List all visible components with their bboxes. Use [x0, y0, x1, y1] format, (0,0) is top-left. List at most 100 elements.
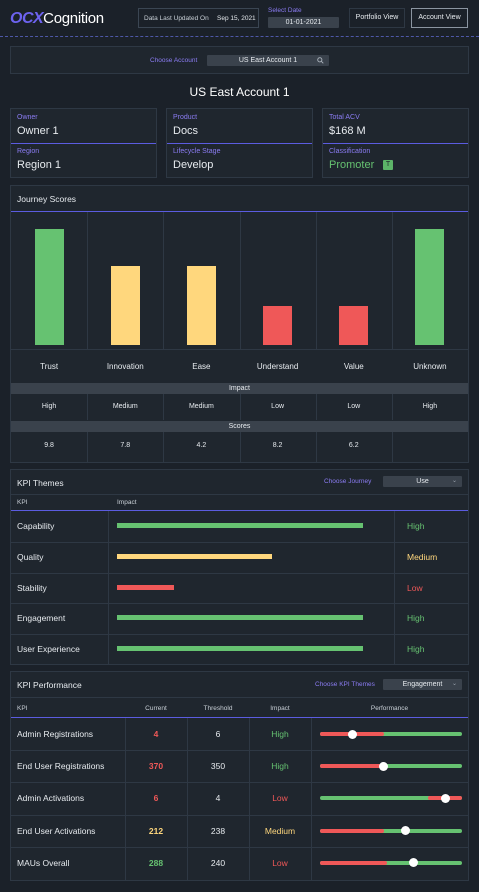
perf-kpi-name: MAUs Overall [17, 857, 70, 868]
kpi-theme-name: Quality [17, 551, 44, 562]
performance-slider-knob[interactable] [348, 729, 358, 739]
impact-cell: Medium [188, 403, 214, 410]
chevron-down-icon: ⌄ [451, 681, 457, 687]
acv-label: Total ACV [329, 114, 360, 121]
journey-select[interactable]: Use ⌄ [383, 476, 462, 487]
kpi-theme-impact: High [407, 644, 425, 655]
acv-divider [323, 143, 468, 144]
journey-chart: Trust Innovation Ease Understand Value Unknow… [11, 212, 468, 463]
kpi-performance-row[interactable]: End User Registrations 370 350 High [11, 750, 468, 782]
kpi-themes-title-divider [11, 494, 468, 495]
logo-cognition: Cognition [43, 10, 104, 27]
app-logo[interactable]: OCXCognition [10, 10, 120, 30]
performance-slider-knob[interactable] [379, 761, 389, 771]
journey-axis-line [11, 349, 468, 350]
account-title: US East Account 1 [189, 85, 290, 99]
lifecycle-label: Lifecycle Stage [173, 148, 221, 155]
account-view-label: Account View [418, 14, 461, 21]
kpi-themes-header-divider [11, 510, 468, 511]
perf-threshold: 6 [215, 729, 221, 739]
kpi-theme-bar [117, 553, 272, 559]
owner-label: Owner [17, 114, 38, 121]
score-cell: 4.2 [196, 442, 207, 449]
impact-col-divider [87, 394, 89, 420]
performance-slider-knob[interactable] [409, 858, 419, 868]
kpi-theme-row[interactable]: Stability Low [11, 573, 468, 604]
perf-impact: Low [272, 857, 288, 868]
info-product-card: Product Docs Lifecycle Stage Develop [166, 108, 313, 178]
kpi-theme-row[interactable]: Quality Medium [11, 542, 468, 573]
kpi-performance-row[interactable]: MAUs Overall 288 240 Low [11, 847, 468, 879]
product-value: Docs [173, 125, 199, 137]
journey-col-divider [315, 212, 317, 349]
journey-category-label: Innovation [106, 362, 144, 371]
header-divider [0, 36, 479, 37]
themes-row-divider [11, 541, 468, 543]
region-label: Region [17, 148, 40, 155]
kpi-theme-bar [117, 584, 174, 590]
last-updated-value: Sep 15, 2021 [217, 15, 256, 22]
kpi-themes-col-impact: Impact [117, 499, 137, 506]
journey-category-label: Value [343, 362, 364, 371]
select-date-input[interactable]: 01-01-2021 [268, 17, 339, 28]
perf-current: 288 [148, 857, 164, 868]
perf-col-divider [311, 718, 312, 880]
impact-cell: Low [347, 403, 361, 410]
kpi-performance-row[interactable]: Admin Activations 6 4 Low [11, 782, 468, 814]
journey-bar [263, 305, 293, 345]
performance-red-segment [320, 764, 384, 769]
account-chooser-panel: Choose Account US East Account 1 [10, 46, 469, 74]
lifecycle-value: Develop [173, 159, 214, 171]
performance-slider-knob[interactable] [440, 793, 450, 803]
journey-category-label: Trust [40, 362, 59, 371]
scores-col-divider [315, 432, 317, 462]
kpi-themes-select[interactable]: Engagement ⌄ [383, 679, 462, 690]
perf-col-divider [249, 718, 250, 880]
region-value: Region 1 [17, 159, 62, 171]
perf-col-kpi: KPI [17, 705, 28, 712]
owner-value: Owner 1 [17, 125, 59, 137]
kpi-theme-impact: High [407, 613, 425, 624]
kpi-themes-col-kpi: KPI [17, 499, 28, 506]
perf-header-divider [11, 717, 468, 718]
info-owner-card: Owner Owner 1 Region Region 1 [10, 108, 157, 178]
scores-col-divider [87, 432, 89, 462]
kpi-performance-panel: KPI Performance Choose KPI Themes Engage… [10, 671, 469, 881]
performance-slider-knob[interactable] [400, 826, 410, 836]
classification-badge: T [383, 160, 393, 170]
kpi-theme-name: Engagement [17, 613, 66, 624]
impact-cell: High [41, 403, 57, 410]
journey-category-label: Understand [256, 362, 299, 371]
account-view-button[interactable]: Account View [411, 8, 468, 28]
impact-col-divider [391, 394, 393, 420]
performance-track [320, 860, 462, 865]
kpi-performance-row[interactable]: End User Activations 212 238 Medium [11, 815, 468, 847]
perf-col-impact: Impact [270, 705, 290, 712]
last-updated-box: Data Last Updated On Sep 15, 2021 [138, 8, 259, 28]
themes-row-divider [11, 603, 468, 605]
kpi-themes-select-value: Engagement [402, 681, 443, 688]
journey-bar [34, 229, 64, 345]
kpi-theme-row[interactable]: Engagement High [11, 603, 468, 634]
score-cell: 9.8 [44, 442, 54, 449]
journey-category-label: Ease [192, 362, 211, 371]
perf-col-divider [187, 718, 188, 880]
kpi-theme-row[interactable]: Capability High [11, 511, 468, 542]
perf-kpi-name: End User Activations [17, 825, 96, 836]
journey-col-divider [391, 212, 393, 349]
perf-row-divider [11, 846, 468, 848]
impact-header: Impact [11, 383, 468, 394]
kpi-themes-rows: Capability High Quality Medium Stability Low E… [11, 511, 468, 665]
portfolio-view-button[interactable]: Portfolio View [349, 8, 405, 28]
perf-threshold: 240 [210, 857, 226, 868]
search-icon [317, 55, 324, 69]
kpi-performance-title: KPI Performance [17, 680, 82, 690]
choose-account-label: Choose Account [150, 57, 198, 64]
account-select[interactable]: US East Account 1 [207, 55, 329, 66]
classification-label: Classification [329, 148, 371, 155]
acv-value: $168 M [329, 125, 366, 137]
perf-row-divider [11, 814, 468, 816]
kpi-performance-row[interactable]: Admin Registrations 4 6 High [11, 718, 468, 750]
account-select-value: US East Account 1 [238, 57, 298, 64]
kpi-theme-row[interactable]: User Experience High [11, 634, 468, 665]
